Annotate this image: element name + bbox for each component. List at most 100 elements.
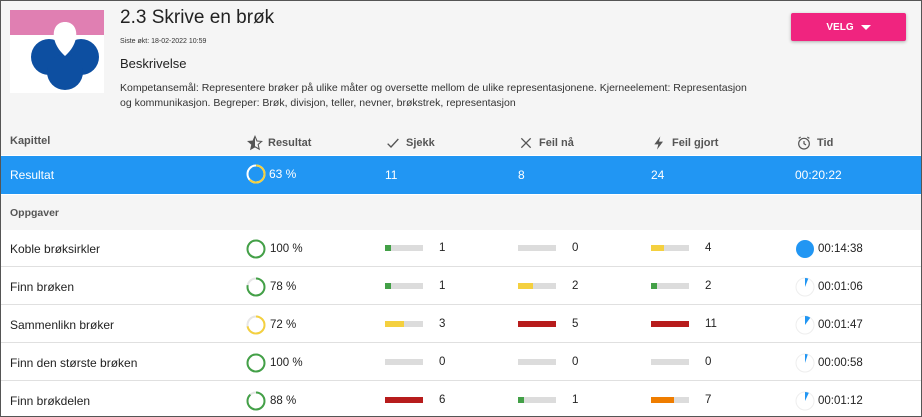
progress-ring-icon [246,315,266,335]
progress-ring-icon [246,277,266,297]
column-feil-naa[interactable]: Feil nå [518,135,574,151]
task-percent-text: 100 % [270,243,303,255]
column-resultat[interactable]: Resultat [247,135,311,151]
task-feil-naa-value: 0 [572,242,579,254]
task-feil-naa-bar [518,359,556,365]
star-half-icon [247,135,263,151]
task-feil-naa-bar-fill [518,321,556,327]
time-pie-icon [795,391,815,411]
column-kapittel[interactable]: Kapittel [10,135,50,147]
task-sjekk-bar-fill [385,283,391,289]
task-sjekk-bar [385,321,423,327]
column-sjekk[interactable]: Sjekk [385,135,435,151]
page-title: 2.3 Skrive en brøk [120,7,275,28]
task-feil-gjort-value: 4 [705,242,712,254]
task-tid-value: 00:00:58 [818,357,863,369]
task-name: Koble brøksirkler [10,242,101,256]
task-sjekk-bar [385,283,423,289]
column-feil-naa-label: Feil nå [539,137,574,149]
task-feil-naa-value: 0 [572,356,579,368]
task-sjekk-bar-fill [385,245,391,251]
caret-down-icon [860,24,871,30]
task-feil-gjort: 2 [651,280,711,292]
section-label: Oppgaver [10,207,60,219]
task-feil-naa: 0 [518,356,578,368]
course-logo [10,10,104,93]
task-feil-gjort-bar-fill [651,321,689,327]
task-feil-naa-bar [518,245,556,251]
task-feil-gjort-value: 0 [705,356,712,368]
task-feil-naa-bar [518,321,556,327]
task-feil-naa-bar-fill [518,397,524,403]
summary-percent: 63 % [245,163,296,185]
task-sjekk-bar [385,359,423,365]
task-feil-gjort-bar [651,359,689,365]
task-sjekk: 1 [385,242,445,254]
task-feil-gjort-bar [651,283,689,289]
task-row[interactable]: Koble brøksirkler 100 % 1 0 [1,230,921,267]
task-name: Finn brøkdelen [10,394,91,408]
summary-label: Resultat [10,168,55,182]
summary-row[interactable]: Resultat 63 % 11 8 24 00:20:22 [1,156,921,194]
progress-ring-icon [246,353,266,373]
task-feil-gjort-value: 11 [705,318,717,330]
column-tid[interactable]: Tid [796,135,833,151]
task-sjekk: 6 [385,394,445,406]
task-row[interactable]: Finn brøkdelen 88 % 6 1 [1,382,921,417]
logo-icon [31,22,99,90]
task-percent-text: 100 % [270,357,303,369]
task-percent-text: 88 % [270,395,297,407]
time-pie-icon [795,315,815,335]
section-header: Oppgaver [1,195,921,230]
task-tid-value: 00:14:38 [818,243,863,255]
summary-feil-gjort: 24 [651,168,665,182]
task-feil-naa-bar [518,397,556,403]
task-percent: 78 % [245,276,296,298]
description-heading: Beskrivelse [120,56,187,71]
task-sjekk: 3 [385,318,445,330]
task-sjekk-value: 1 [439,242,446,254]
task-feil-naa-bar [518,283,556,289]
task-tid-value: 00:01:47 [818,319,863,331]
progress-ring-icon [246,164,266,184]
task-feil-gjort: 11 [651,318,717,330]
task-tid: 00:01:06 [795,277,863,297]
column-sjekk-label: Sjekk [406,137,435,149]
task-sjekk-value: 0 [439,356,446,368]
task-sjekk: 1 [385,280,445,292]
task-sjekk-bar-fill [385,397,423,403]
task-sjekk-value: 1 [439,280,446,292]
task-feil-gjort: 4 [651,242,711,254]
progress-ring-icon [246,239,266,259]
column-feil-gjort[interactable]: Feil gjort [651,135,718,151]
task-percent: 72 % [245,314,296,336]
task-feil-gjort-value: 2 [705,280,712,292]
task-row[interactable]: Finn brøken 78 % 1 2 [1,268,921,305]
task-row[interactable]: Sammenlikn brøker 72 % 3 5 [1,306,921,343]
task-sjekk: 0 [385,356,445,368]
task-tid: 00:00:58 [795,353,863,373]
check-icon [387,138,399,148]
task-row[interactable]: Finn den største brøken 100 % 0 [1,344,921,381]
column-kapittel-label: Kapittel [10,135,51,147]
task-percent: 100 % [245,238,303,260]
lightning-icon [654,136,663,150]
task-name: Finn den største brøken [10,356,138,370]
task-tid-value: 00:01:12 [818,395,863,407]
task-feil-gjort-value: 7 [705,394,712,406]
task-feil-naa: 5 [518,318,578,330]
velg-button[interactable]: VELG [791,13,906,41]
column-tid-label: Tid [817,137,834,149]
task-name: Finn brøken [10,280,75,294]
summary-tid: 00:20:22 [795,168,842,182]
task-feil-naa-bar-fill [518,283,534,289]
task-percent: 100 % [245,352,303,374]
task-feil-naa-value: 2 [572,280,579,292]
task-feil-gjort: 7 [651,394,711,406]
task-sjekk-value: 6 [439,394,446,406]
task-sjekk-bar [385,397,423,403]
task-feil-gjort-bar-fill [651,283,657,289]
column-resultat-label: Resultat [268,137,312,149]
task-sjekk-bar [385,245,423,251]
task-feil-gjort-bar-fill [651,397,674,403]
